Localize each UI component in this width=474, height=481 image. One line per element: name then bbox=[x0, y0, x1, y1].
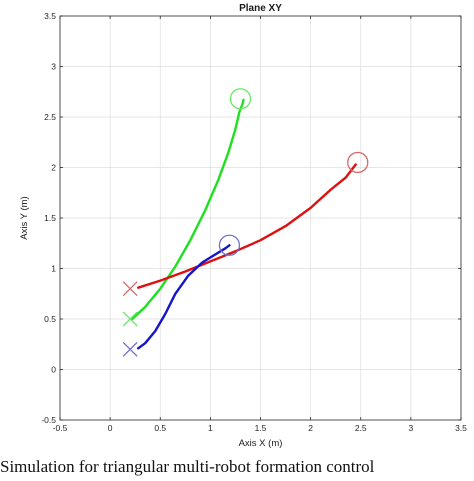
x-tick-label: -0.5 bbox=[53, 423, 68, 433]
robot-markers bbox=[122, 88, 369, 357]
start-cross-marker bbox=[122, 341, 138, 357]
x-tick-label: 1.5 bbox=[255, 423, 267, 433]
trajectory-line-1 bbox=[136, 163, 357, 289]
y-axis-title: Axis Y (m) bbox=[19, 196, 30, 239]
y-tick-label: 1 bbox=[51, 264, 56, 274]
y-tick-label: 1.5 bbox=[44, 213, 56, 223]
x-tick-label: 3.5 bbox=[455, 423, 467, 433]
y-tick-label: 0 bbox=[51, 365, 56, 375]
axis-ticks: -0.5 0 0.5 1 1.5 2 2.5 3 3.5 -0.5 0 0.5 1 1.5 2 2.5 3 3.5 bbox=[41, 11, 467, 433]
x-tick-label: 2 bbox=[308, 423, 313, 433]
end-circle-marker bbox=[347, 151, 369, 174]
end-circle-marker bbox=[229, 88, 252, 110]
x-tick-label: 2.5 bbox=[355, 423, 367, 433]
trajectories bbox=[130, 98, 357, 350]
y-tick-label: 3 bbox=[51, 62, 56, 72]
trajectory-line-2 bbox=[136, 244, 231, 350]
figure-caption: Simulation for triangular multi-robot fo… bbox=[0, 458, 375, 476]
y-tick-label: 3.5 bbox=[44, 11, 56, 21]
x-tick-label: 3 bbox=[409, 423, 414, 433]
x-tick-label: 1 bbox=[208, 423, 213, 433]
grid-lines bbox=[60, 16, 461, 420]
y-tick-label: 2.5 bbox=[44, 112, 56, 122]
end-circle-marker bbox=[218, 234, 241, 256]
start-cross-marker bbox=[122, 281, 138, 297]
y-tick-label: -0.5 bbox=[41, 415, 56, 425]
x-axis-title: Axis X (m) bbox=[239, 438, 283, 449]
y-tick-label: 0.5 bbox=[44, 314, 56, 324]
trajectory-line-0 bbox=[130, 98, 245, 321]
start-cross-marker bbox=[122, 311, 138, 327]
y-tick-label: 2 bbox=[51, 163, 56, 173]
x-tick-label: 0 bbox=[108, 423, 113, 433]
x-tick-label: 0.5 bbox=[154, 423, 166, 433]
chart-title: Plane XY bbox=[239, 3, 282, 14]
